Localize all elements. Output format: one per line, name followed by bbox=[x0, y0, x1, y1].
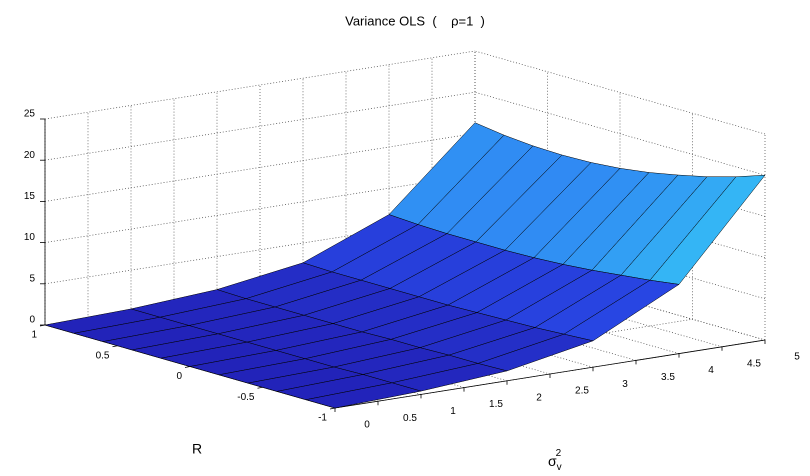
grid-line bbox=[44, 91, 476, 161]
grid-line bbox=[44, 215, 476, 285]
x-axis-label: σv 2 bbox=[548, 448, 562, 473]
x-tick-label: 3 bbox=[622, 379, 628, 390]
x-tick-label: 1 bbox=[450, 406, 456, 417]
grid-line bbox=[474, 91, 766, 176]
x-tick-label: 0 bbox=[364, 420, 370, 431]
y-tick-label: -0.5 bbox=[237, 392, 255, 403]
z-tick-label: 15 bbox=[24, 191, 36, 202]
y-tick-label: -1 bbox=[318, 413, 327, 424]
z-tick-label: 25 bbox=[24, 109, 36, 120]
x-axis-label-sup: 2 bbox=[556, 448, 562, 459]
x-tick-label: 5 bbox=[794, 352, 800, 363]
y-axis-label: R bbox=[192, 441, 202, 457]
x-tick-label: 4 bbox=[708, 365, 714, 376]
y-tick-label: 1 bbox=[31, 330, 37, 341]
tick-mark bbox=[112, 345, 118, 348]
y-tick-label: 0 bbox=[176, 371, 182, 382]
z-tick-label: 5 bbox=[29, 273, 35, 284]
x-tick-label: 3.5 bbox=[661, 372, 675, 383]
z-tick-label: 20 bbox=[24, 150, 36, 161]
x-tick-label: 2 bbox=[536, 392, 542, 403]
tick-mark bbox=[257, 386, 263, 389]
tick-mark bbox=[329, 407, 336, 410]
x-tick-label: 0.5 bbox=[403, 413, 417, 424]
grid-line bbox=[44, 174, 476, 243]
x-tick-label: 2.5 bbox=[575, 386, 589, 397]
x-axis-label-symbol: σ bbox=[548, 453, 557, 469]
grid-line bbox=[44, 133, 476, 202]
grid-line bbox=[474, 50, 766, 135]
x-tick-label: 4.5 bbox=[747, 358, 761, 369]
z-tick-label: 0 bbox=[29, 315, 35, 326]
x-tick-label: 1.5 bbox=[489, 399, 503, 410]
grid-line bbox=[44, 50, 476, 120]
chart-title: Variance OLS ( ρ=1 ) bbox=[345, 13, 485, 28]
z-tick-label: 10 bbox=[24, 232, 36, 243]
surface-patch bbox=[305, 382, 422, 409]
x-axis-label-sub: v bbox=[557, 462, 562, 473]
tick-mark bbox=[184, 366, 191, 368]
y-tick-label: 0.5 bbox=[96, 350, 110, 361]
